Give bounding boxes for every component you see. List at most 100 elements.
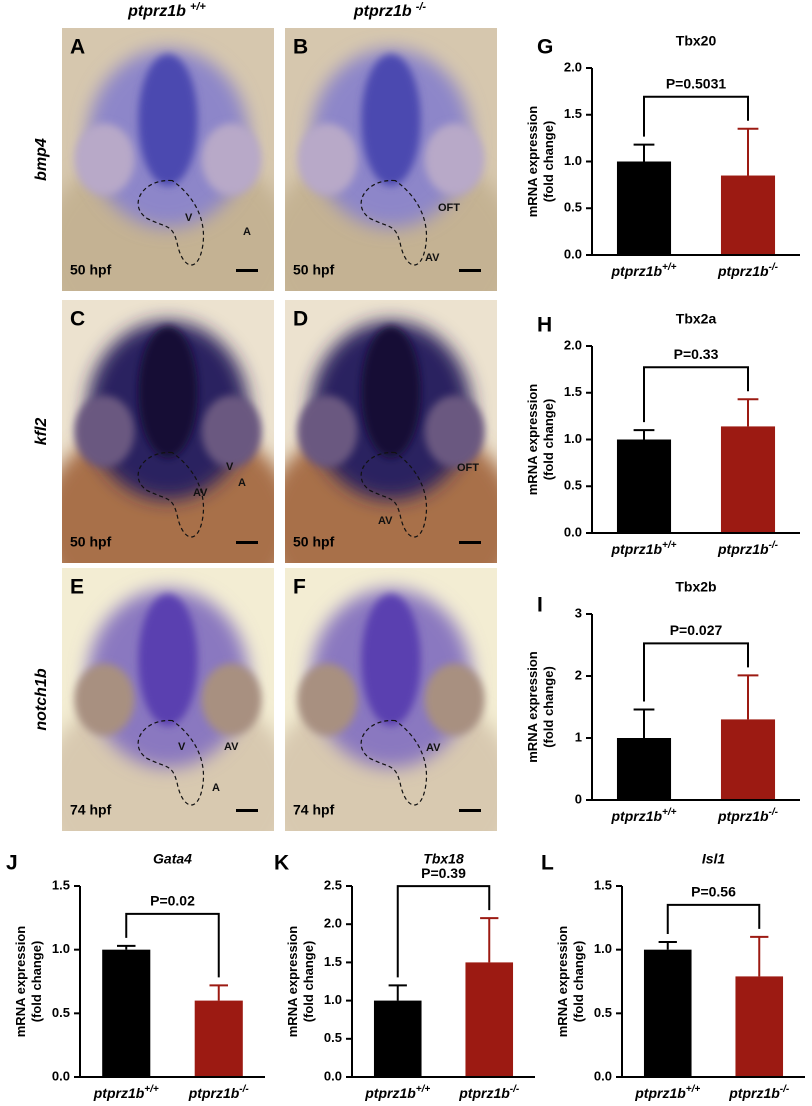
eye-right <box>424 395 485 468</box>
y-tick-label: 0 <box>575 791 582 806</box>
y-tick-label: 0.5 <box>594 1005 612 1020</box>
y-tick-label: 0.5 <box>564 478 582 493</box>
eye-right <box>201 123 262 196</box>
eye-left <box>74 395 135 468</box>
y-axis-label: mRNA expression(fold change) <box>555 926 586 1038</box>
stage-label: 50 hpf <box>293 534 335 550</box>
p-value: P=0.39 <box>421 865 466 881</box>
chart-title: Isl1 <box>702 851 726 867</box>
bar <box>465 962 514 1077</box>
y-tick-label: 1.5 <box>564 106 582 121</box>
eye-left <box>74 663 135 736</box>
y-tick-label: 0.5 <box>324 1030 342 1045</box>
x-tick-label: ptprz1b-/- <box>717 540 779 557</box>
heart-outline <box>360 179 428 266</box>
y-tick-label: 1.5 <box>564 384 582 399</box>
eye-left <box>297 395 358 468</box>
significance-bracket <box>643 642 749 702</box>
scale-bar <box>459 269 481 272</box>
y-tick-label: 1.0 <box>52 941 70 956</box>
y-tick-label: 1.0 <box>594 941 612 956</box>
genotype: -/- <box>769 807 779 818</box>
significance-bracket <box>666 903 761 935</box>
stage-label: 50 hpf <box>293 262 335 278</box>
y-axis-label-line: (fold change) <box>571 941 586 1023</box>
significance-bracket <box>125 912 220 978</box>
genotype: +/+ <box>144 1084 159 1095</box>
y-axis-label-line: mRNA expression <box>525 651 540 763</box>
brain-stain <box>138 54 198 186</box>
y-tick-label: 2 <box>575 667 582 682</box>
p-value: P=0.56 <box>691 884 736 900</box>
eye-left <box>297 123 358 196</box>
x-tick-label: ptprz1b-/- <box>717 807 779 824</box>
scale-bar <box>459 809 481 812</box>
scale-bar <box>236 541 258 544</box>
category-name: ptprz1b <box>634 1085 686 1101</box>
genotype: -/- <box>416 1 427 13</box>
y-tick-label: 1.0 <box>564 431 582 446</box>
panel-letter: B <box>293 36 308 59</box>
stage-label: 74 hpf <box>293 802 335 818</box>
brain-stain <box>361 594 421 726</box>
structure-label: OFT <box>438 202 460 214</box>
y-axis-label-line: mRNA expression <box>525 106 540 218</box>
panel-letter: H <box>537 314 552 337</box>
y-tick-label: 0.0 <box>594 1068 612 1083</box>
y-axis-label-line: mRNA expression <box>13 926 28 1038</box>
structure-label: AV <box>378 515 393 527</box>
structure-label: A <box>212 782 220 794</box>
photo <box>285 28 497 291</box>
chart-title: Tbx2b <box>675 579 716 595</box>
x-tick-label: ptprz1b-/- <box>717 262 779 279</box>
heart-outline <box>137 179 205 266</box>
panel-letter: I <box>537 594 543 617</box>
bar <box>720 719 776 800</box>
chart-title: Tbx18 <box>423 851 464 867</box>
genotype: +/+ <box>416 1084 431 1095</box>
brain-stain <box>138 594 198 726</box>
heart-outline <box>360 451 428 538</box>
y-tick-label: 1.0 <box>324 992 342 1007</box>
x-tick-label: ptprz1b-/- <box>188 1084 250 1101</box>
y-tick-label: 2.0 <box>324 916 342 931</box>
panel-letter: L <box>541 852 554 875</box>
y-axis-label: mRNA expression(fold change) <box>13 926 44 1038</box>
bar <box>720 426 776 533</box>
x-tick-label: ptprz1b-/- <box>458 1084 520 1101</box>
category-name: ptprz1b <box>728 1085 780 1101</box>
genotype: -/- <box>510 1084 520 1095</box>
significance-bracket <box>396 885 491 978</box>
eye-left <box>297 663 358 736</box>
y-tick-label: 0.0 <box>564 524 582 539</box>
brain-stain <box>138 326 198 458</box>
x-tick-label: ptprz1b+/+ <box>610 262 676 279</box>
panel-letter: C <box>70 308 85 331</box>
bar <box>735 976 784 1077</box>
y-tick-label: 1 <box>575 729 582 744</box>
category-name: ptprz1b <box>610 541 662 557</box>
y-axis-label: mRNA expression(fold change) <box>525 106 556 218</box>
genotype: +/+ <box>662 540 677 551</box>
y-axis-label-line: mRNA expression <box>555 926 570 1038</box>
y-axis-label: mRNA expression(fold change) <box>285 926 316 1038</box>
y-axis-label-line: (fold change) <box>541 121 556 203</box>
p-value: P=0.33 <box>674 346 719 362</box>
panel-letter: E <box>70 576 84 599</box>
photo <box>62 300 274 563</box>
stage-label: 50 hpf <box>70 534 112 550</box>
bar <box>720 175 776 255</box>
p-value: P=0.027 <box>670 622 723 638</box>
bar <box>616 738 672 800</box>
structure-label: A <box>243 226 251 238</box>
stage-label: 74 hpf <box>70 802 112 818</box>
row-label: kfl2 <box>33 418 50 446</box>
scale-bar <box>459 541 481 544</box>
bar <box>194 1000 243 1077</box>
eye-right <box>424 123 485 196</box>
y-tick-label: 1.0 <box>564 153 582 168</box>
category-name: ptprz1b <box>458 1085 510 1101</box>
panel-letter: K <box>274 852 289 875</box>
x-tick-label: ptprz1b-/- <box>728 1084 790 1101</box>
genotype: -/- <box>239 1084 249 1095</box>
